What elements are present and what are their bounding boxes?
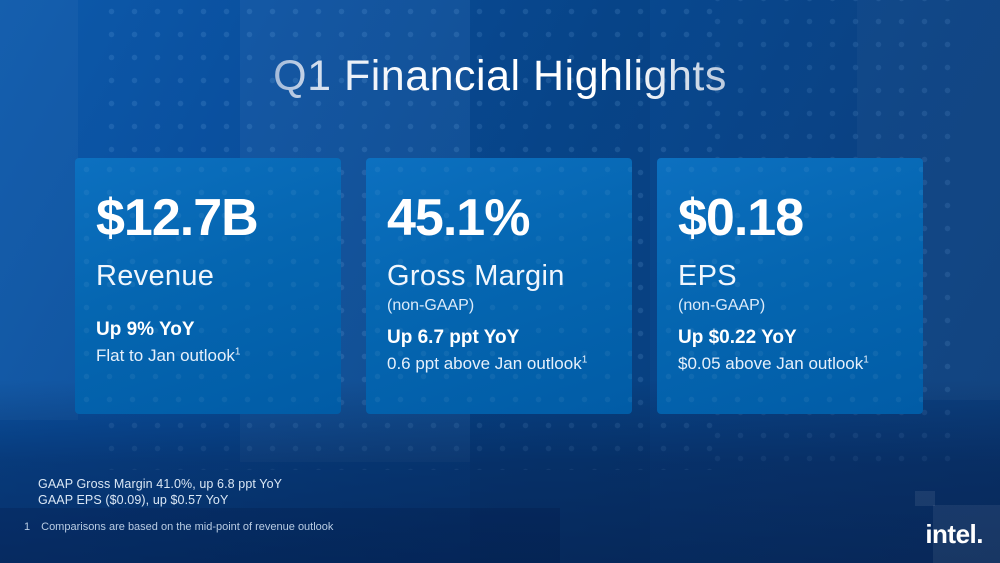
eps-sublabel: (non-GAAP): [678, 297, 766, 314]
slide-title: Q1 Financial Highlights: [0, 52, 1000, 101]
gaap-eps-note: GAAP EPS ($0.09), up $0.57 YoY: [38, 493, 229, 507]
gross-margin-value: 45.1%: [387, 189, 530, 247]
footnote-ref: 1: [234, 346, 241, 358]
intel-logo: intel.: [925, 519, 983, 549]
revenue-outlook-text: Flat to Jan outlook: [96, 346, 235, 365]
gaap-gross-margin-note: GAAP Gross Margin 41.0%, up 6.8 ppt YoY: [38, 477, 283, 491]
gross-margin-outlook-stat: 0.6 ppt above Jan outlook1: [387, 354, 614, 374]
gross-margin-yoy-stat: Up 6.7 ppt YoY: [387, 327, 520, 348]
revenue-outlook-stat: Flat to Jan outlook1: [96, 346, 323, 366]
kpi-card-gross-margin: 45.1% Gross Margin (non-GAAP) Up 6.7 ppt…: [366, 158, 632, 414]
bg-logo-chip: [915, 491, 935, 506]
revenue-value: $12.7B: [96, 189, 259, 247]
eps-outlook-stat: $0.05 above Jan outlook1: [678, 354, 905, 374]
eps-label: EPS: [678, 260, 737, 292]
gaap-notes: GAAP Gross Margin 41.0%, up 6.8 ppt YoY …: [38, 476, 282, 508]
footnote: 1 Comparisons are based on the mid-point …: [24, 521, 333, 533]
footnote-ref: 1: [863, 354, 869, 366]
revenue-yoy-stat: Up 9% YoY: [96, 319, 195, 340]
gross-margin-outlook-text: 0.6 ppt above Jan outlook: [387, 354, 582, 373]
gross-margin-sublabel: (non-GAAP): [387, 297, 475, 314]
kpi-card-revenue: $12.7B Revenue Up 9% YoY Flat to Jan out…: [75, 158, 341, 414]
eps-yoy-stat: Up $0.22 YoY: [678, 327, 797, 348]
eps-value: $0.18: [678, 189, 804, 247]
footnote-ref: 1: [581, 354, 588, 366]
footnote-text: Comparisons are based on the mid-point o…: [41, 521, 334, 533]
revenue-label: Revenue: [96, 260, 215, 292]
kpi-card-eps: $0.18 EPS (non-GAAP) Up $0.22 YoY $0.05 …: [657, 158, 923, 414]
gross-margin-label: Gross Margin: [387, 260, 565, 292]
eps-outlook-text: $0.05 above Jan outlook: [678, 354, 864, 373]
footnote-marker: 1: [24, 521, 31, 533]
bg-footnote-strip: [0, 508, 560, 563]
